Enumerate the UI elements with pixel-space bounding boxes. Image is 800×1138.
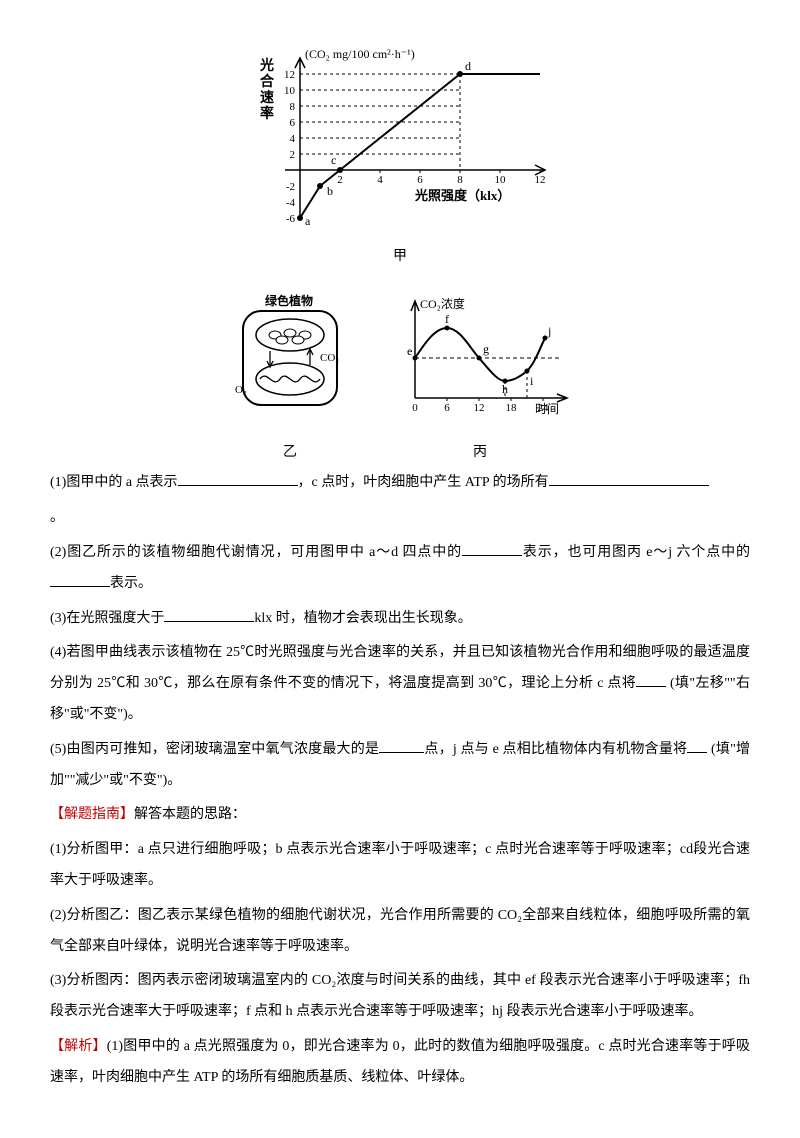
blank-q3-1[interactable] [164,607,254,622]
q2-text-b: 表示，也可用图丙 e～j 六个点中的 [522,545,750,560]
svg-text:6: 6 [444,402,450,414]
q1-text-b: ，c 点时，叶肉细胞中产生 ATP 的场所有 [298,475,549,490]
svg-text:CO₂: CO₂ [320,352,339,364]
svg-text:j: j [547,324,551,338]
hint-text: 解答本题的思路： [134,807,246,822]
svg-text:4: 4 [377,174,383,186]
blank-q5-2[interactable] [687,738,707,753]
svg-text:4: 4 [290,133,296,145]
q1-text-a: (1)图甲中的 a 点表示 [50,475,178,490]
blank-q1-1[interactable] [178,471,298,486]
hint-p1: (1)分析图甲：a 点只进行细胞呼吸；b 点表示光合速率小于呼吸速率；c 点时光… [50,835,750,897]
svg-text:10: 10 [495,174,507,186]
svg-text:-2: -2 [286,181,295,193]
y-label-char: 光 [259,57,274,74]
hint-label: 【解题指南】 [50,807,134,822]
q5-text-a: (5)由图丙可推知，密闭玻璃温室中氧气浓度最大的是 [50,742,379,757]
svg-text:24: 24 [538,402,550,414]
q3-text-a: (3)在光照强度大于 [50,611,164,626]
hint-p3: (3)分析图丙：图丙表示密闭玻璃温室内的 CO₂浓度与时间关系的曲线，其中 ef… [50,966,750,1028]
chart-jia-svg: 光 合 速 率 (CO₂ mg/100 cm²·h⁻¹) -6 -4 -2 [245,40,555,240]
figure-bing: CO₂浓度 时间 0 6 12 18 24 [385,293,575,469]
svg-text:12: 12 [474,402,485,414]
question-5: (5)由图丙可推知，密闭玻璃温室中氧气浓度最大的是 点，j 点与 e 点相比植物体… [50,735,750,797]
q2-text-c: 表示。 [110,576,152,591]
blank-q5-1[interactable] [379,738,424,753]
svg-text:2: 2 [290,149,296,161]
svg-text:CO₂浓度: CO₂浓度 [420,296,465,311]
svg-text:18: 18 [506,402,518,414]
question-2: (2)图乙所示的该植物细胞代谢情况，可用图甲中 a～d 四点中的 表示，也可用图丙… [50,538,750,600]
q2-text-a: (2)图乙所示的该植物细胞代谢情况，可用图甲中 a～d 四点中的 [50,545,462,560]
q5-text-b: 点，j 点与 e 点相比植物体内有机物含量将 [424,742,687,757]
hint-heading: 【解题指南】解答本题的思路： [50,800,750,831]
svg-text:8: 8 [290,101,296,113]
svg-text:-6: -6 [286,213,296,225]
svg-text:12: 12 [535,174,546,186]
svg-text:O₂: O₂ [235,384,247,396]
x-label: 光照强度（klx） [414,188,510,203]
svg-text:10: 10 [284,85,296,97]
svg-text:f: f [445,312,449,326]
blank-q4-1[interactable] [636,672,666,687]
figure-jia: 光 合 速 率 (CO₂ mg/100 cm²·h⁻¹) -6 -4 -2 [50,40,750,273]
svg-text:d: d [465,59,471,73]
svg-text:12: 12 [284,69,295,81]
y-label-char: 率 [260,105,274,122]
blank-q1-2[interactable] [549,471,709,486]
svg-text:i: i [530,374,534,388]
y-label-char: 合 [260,73,275,90]
svg-text:e: e [407,344,412,358]
caption-bing: 丙 [385,438,575,469]
blank-q2-1[interactable] [462,541,522,556]
analysis-label: 【解析】 [50,1039,107,1054]
svg-text:a: a [305,214,311,228]
svg-text:g: g [483,342,489,356]
analysis-text: (1)图甲中的 a 点光照强度为 0，即光合速率为 0，此时的数值为细胞呼吸强度… [50,1039,750,1085]
svg-text:8: 8 [457,174,463,186]
question-4: (4)若图甲曲线表示该植物在 25℃时光照强度与光合速率的关系，并且已知该植物光… [50,638,750,730]
question-3: (3)在光照强度大于 klx 时，植物才会表现出生长现象。 [50,604,750,635]
svg-text:绿色植物: 绿色植物 [265,293,313,308]
figure-yi: 绿色植物 O₂ CO₂ 乙 [225,293,355,469]
question-1: (1)图甲中的 a 点表示 ，c 点时，叶肉细胞中产生 ATP 的场所有 [50,468,750,499]
svg-text:6: 6 [417,174,423,186]
svg-text:h: h [502,382,508,396]
y-label-char: 速 [260,89,274,106]
caption-yi: 乙 [225,438,355,469]
hint-p2: (2)分析图乙：图乙表示某绿色植物的细胞代谢状况，光合作用所需要的 CO₂全部来… [50,901,750,963]
analysis: 【解析】(1)图甲中的 a 点光照强度为 0，即光合速率为 0，此时的数值为细胞… [50,1032,750,1094]
svg-text:-4: -4 [286,197,296,209]
q3-text-b: klx 时，植物才会表现出生长现象。 [254,611,471,626]
blank-q2-2[interactable] [50,572,110,587]
caption-jia: 甲 [50,242,750,273]
svg-text:b: b [327,184,333,198]
svg-text:6: 6 [290,117,296,129]
svg-text:c: c [331,153,336,167]
svg-text:2: 2 [337,174,343,186]
q1-text-c: 。 [50,503,750,534]
y-unit: (CO₂ mg/100 cm²·h⁻¹) [305,47,415,61]
figure-row-2: 绿色植物 O₂ CO₂ 乙 [50,293,750,469]
svg-text:0: 0 [412,402,418,414]
